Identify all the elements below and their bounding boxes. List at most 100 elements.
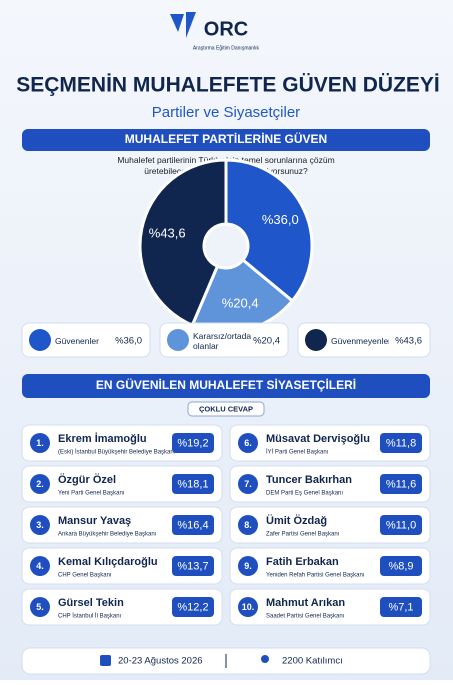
role: Saadet Partisi Genel Başkanı — [266, 614, 345, 620]
role: Ankara Büyükşehir Belediye Başkanı — [58, 532, 157, 538]
rank: 6. — [244, 438, 252, 448]
badge: ÇOKLU CEVAP — [199, 404, 253, 413]
name: Gürsel Tekin — [58, 597, 124, 609]
logo-mark — [170, 12, 196, 38]
name: Tuncer Bakırhan — [266, 474, 352, 486]
name: Kemal Kılıçdaroğlu — [58, 556, 158, 568]
footer-date: 20-23 Ağustos 2026 — [118, 656, 203, 667]
legend-card — [297, 322, 431, 358]
role: (Eski) İstanbul Büyükşehir Belediye Başk… — [58, 449, 176, 456]
people-icon — [261, 655, 269, 663]
item-card — [229, 424, 431, 462]
value-label: %11,0 — [386, 519, 416, 531]
name: Müsavat Dervişoğlu — [266, 433, 370, 445]
legend-label-box: Güvenenler — [55, 336, 99, 346]
item-card — [229, 506, 431, 544]
legend-card — [21, 322, 151, 358]
item-card — [229, 547, 431, 585]
rank: 1. — [36, 438, 44, 448]
item-card — [21, 506, 223, 544]
value-pill — [172, 433, 214, 453]
role: Yeniden Refah Partisi Genel Başkanı — [266, 573, 365, 579]
item-card — [21, 465, 223, 503]
footer-participants: 2200 Katılımcı — [282, 656, 343, 667]
value-pill — [380, 433, 422, 453]
item-card — [21, 424, 223, 462]
rank-badge — [238, 433, 258, 453]
value-label: %18,1 — [177, 478, 208, 490]
value-pill — [380, 556, 422, 576]
role: İYİ Parti Genel Başkanı — [266, 449, 329, 456]
name: Özgür Özel — [58, 473, 116, 486]
value-label: %7,1 — [388, 601, 413, 613]
rank-badge — [238, 597, 258, 617]
legend-card — [159, 322, 289, 358]
legend-label: Güvenmeyenler — [331, 336, 389, 346]
role: CHP İstanbul İl Başkanı — [58, 613, 122, 620]
slice-label: %20,4 — [222, 296, 259, 311]
value-pill — [380, 474, 422, 494]
chart-title: MUHALEFET PARTİLERİNE GÜVEN — [125, 131, 327, 146]
legend-label: Kararsız/ortada olanlar — [193, 331, 251, 351]
rank: 3. — [36, 520, 44, 530]
legend-icon — [29, 329, 51, 351]
title: SEÇMENİN MUHALEFETE GÜVEN DÜZEYİ — [16, 74, 440, 97]
subtitle: Partiler ve Siyasetçiler — [152, 104, 300, 121]
logo: ORC — [204, 18, 248, 40]
name: Mahmut Arıkan — [266, 597, 345, 609]
legend-value: %20,4 — [253, 336, 280, 347]
calendar-icon — [100, 655, 111, 666]
legend-label: Güvenenler — [55, 336, 99, 346]
value-label: %12,2 — [177, 601, 208, 613]
rank-badge — [238, 556, 258, 576]
rank-badge — [30, 597, 50, 617]
role: Yeni Parti Genel Başkanı — [58, 491, 125, 497]
role: DEM Parti Eş Genel Başkanı — [266, 491, 343, 497]
rank: 2. — [36, 479, 44, 489]
item-card — [21, 547, 223, 585]
name: Mansur Yavaş — [58, 515, 131, 527]
value-pill — [172, 515, 214, 535]
slice-label: %36,0 — [262, 212, 299, 227]
slice — [224, 158, 314, 303]
legend-label-box: Güvenmeyenler — [331, 336, 389, 346]
value-label: %13,7 — [177, 560, 208, 572]
legend-value: %43,6 — [395, 336, 422, 347]
rank: 7. — [244, 479, 252, 489]
rank-badge — [30, 556, 50, 576]
name: Ekrem İmamoğlu — [58, 432, 147, 445]
value-pill — [172, 474, 214, 494]
rank: 5. — [36, 602, 44, 612]
legend-label-box: Kararsız/ortada olanlar — [193, 331, 251, 351]
value-label: %8,9 — [388, 560, 413, 572]
rank: 10. — [242, 602, 255, 612]
rank-badge — [30, 474, 50, 494]
name: Ümit Özdağ — [266, 514, 327, 527]
section-bar — [22, 374, 430, 398]
section-bar — [22, 129, 430, 151]
rank-badge — [238, 474, 258, 494]
slice-label: %43,6 — [149, 225, 186, 240]
legend-icon — [305, 329, 327, 351]
name: Fatih Erbakan — [266, 556, 339, 568]
badge-box — [187, 401, 265, 417]
item-card — [229, 465, 431, 503]
value-pill — [172, 556, 214, 576]
legend-value: %36,0 — [115, 336, 142, 347]
legend-icon — [167, 329, 189, 351]
rank-badge — [30, 433, 50, 453]
rank: 9. — [244, 561, 252, 571]
logo-sub: Araştırma Eğitim Danışmanlık — [193, 45, 260, 51]
value-label: %11,8 — [386, 437, 416, 449]
rank: 8. — [244, 520, 252, 530]
rank: 4. — [36, 561, 44, 571]
item-card — [21, 588, 223, 626]
value-pill — [172, 597, 214, 617]
role: Zafer Partisi Genel Başkanı — [266, 532, 340, 538]
ranking-title: EN GÜVENİLEN MUHALEFET SİYASETÇİLERİ — [96, 377, 356, 392]
rank-badge — [30, 515, 50, 535]
value-label: %11,6 — [386, 478, 416, 490]
value-label: %19,2 — [177, 437, 208, 449]
value-pill — [380, 597, 422, 617]
